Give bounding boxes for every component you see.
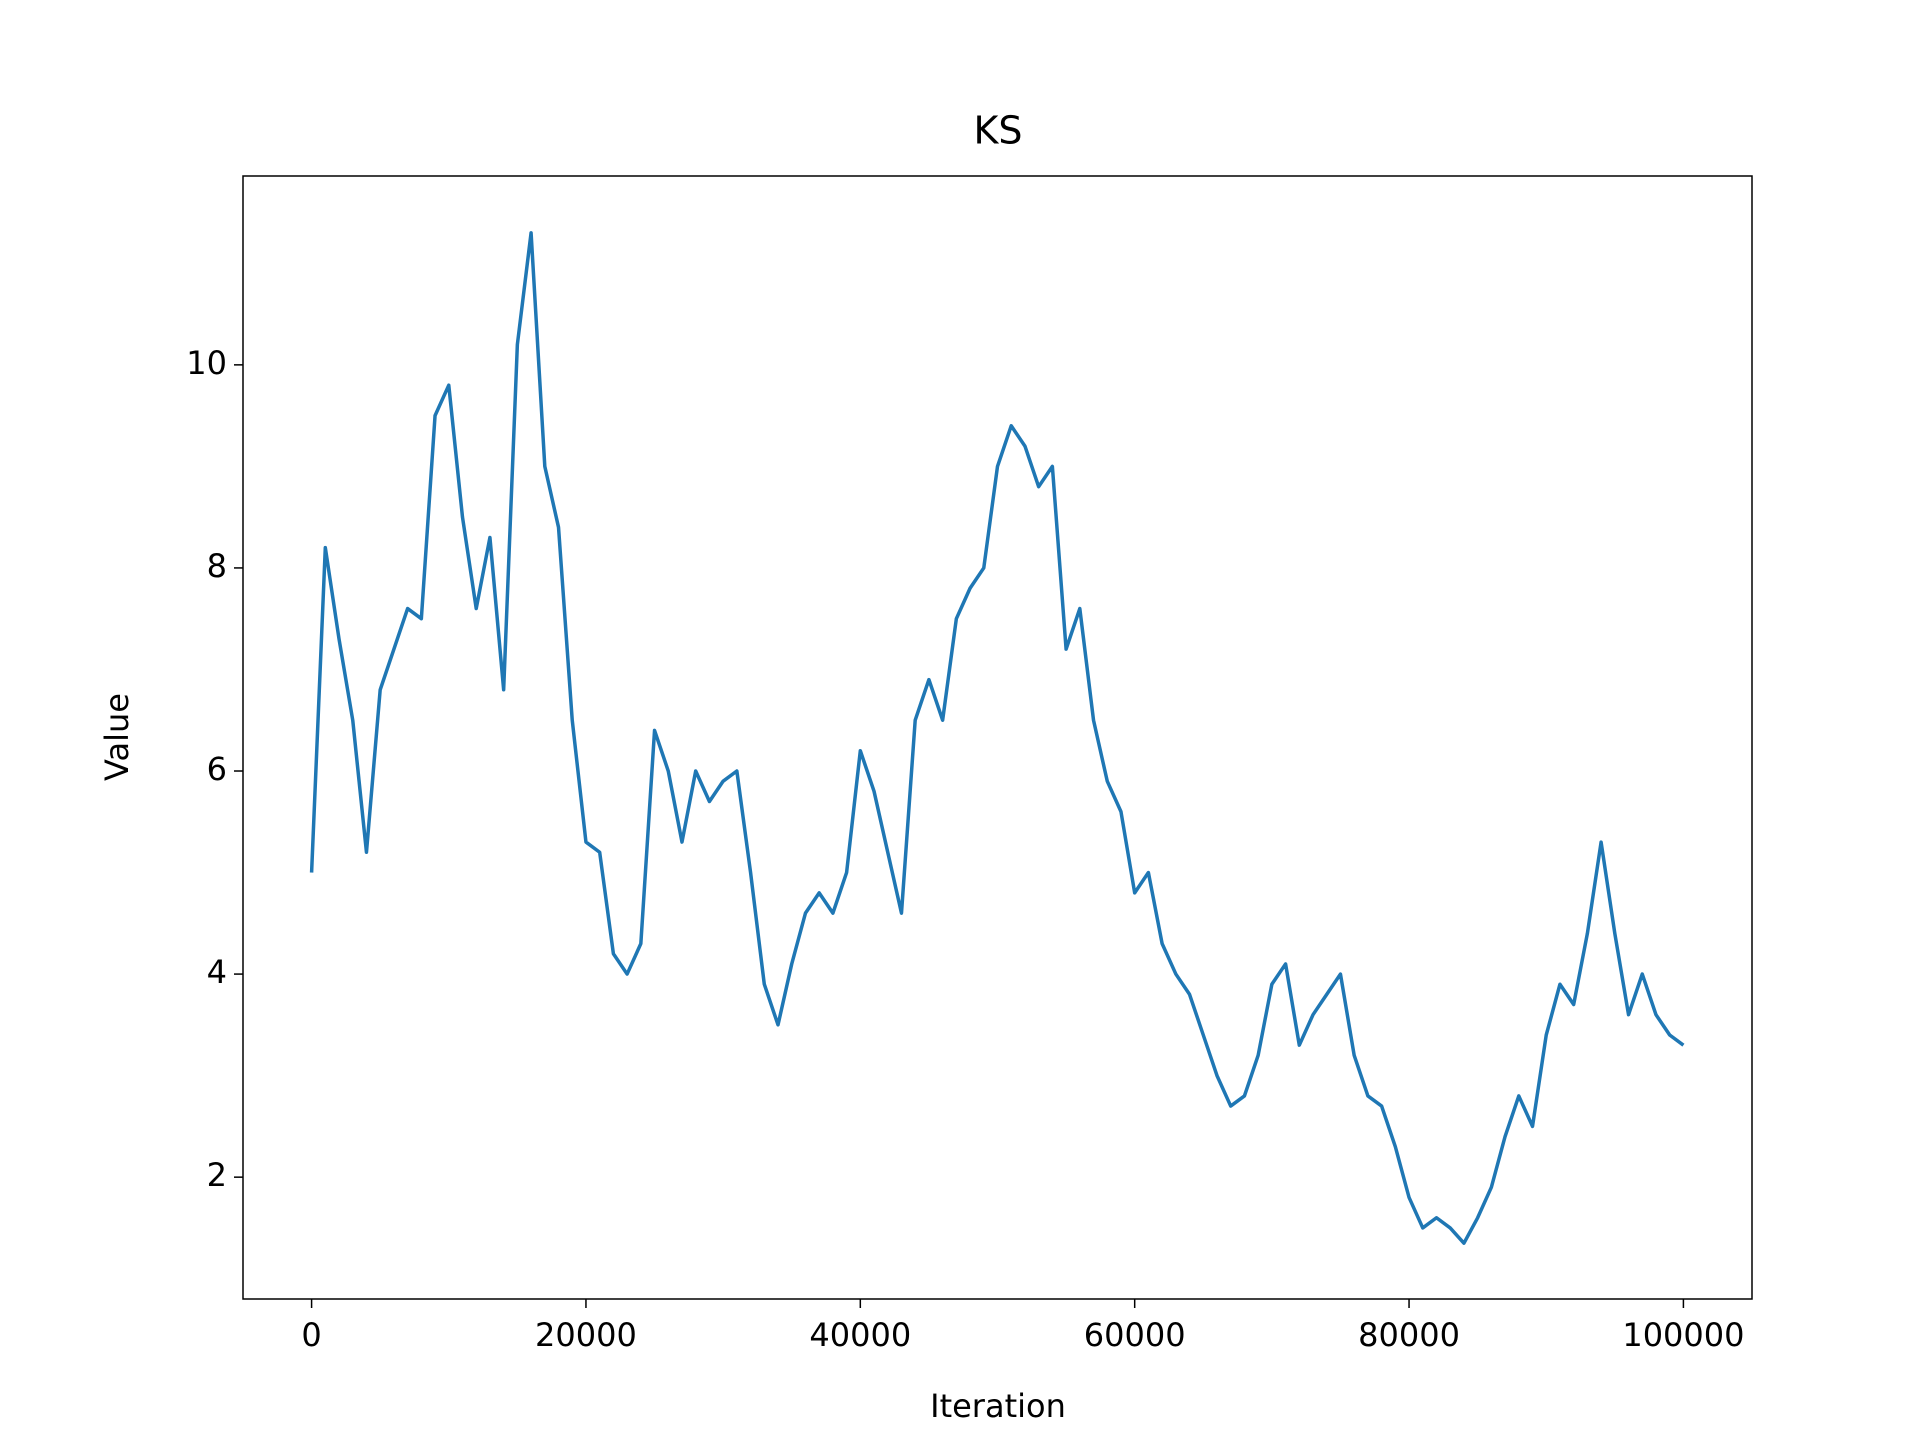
x-tick-label: 20000 (535, 1316, 637, 1354)
data-line (309, 231, 1685, 1245)
y-tick-label: 2 (207, 1156, 227, 1194)
y-axis-label: Value (98, 693, 136, 781)
x-tick-label: 0 (301, 1316, 321, 1354)
x-tick-label: 80000 (1358, 1316, 1460, 1354)
plot-frame (242, 175, 1753, 1300)
y-tick-label: 4 (207, 953, 227, 991)
y-tick-label: 6 (207, 750, 227, 788)
chart-title: KS (973, 109, 1022, 153)
y-tick-label: 10 (186, 344, 227, 382)
x-tick-label: 40000 (809, 1316, 911, 1354)
y-tick-label: 8 (207, 547, 227, 585)
x-tick-label: 60000 (1084, 1316, 1186, 1354)
x-tick-label: 100000 (1622, 1316, 1744, 1354)
x-axis-label: Iteration (930, 1387, 1066, 1425)
